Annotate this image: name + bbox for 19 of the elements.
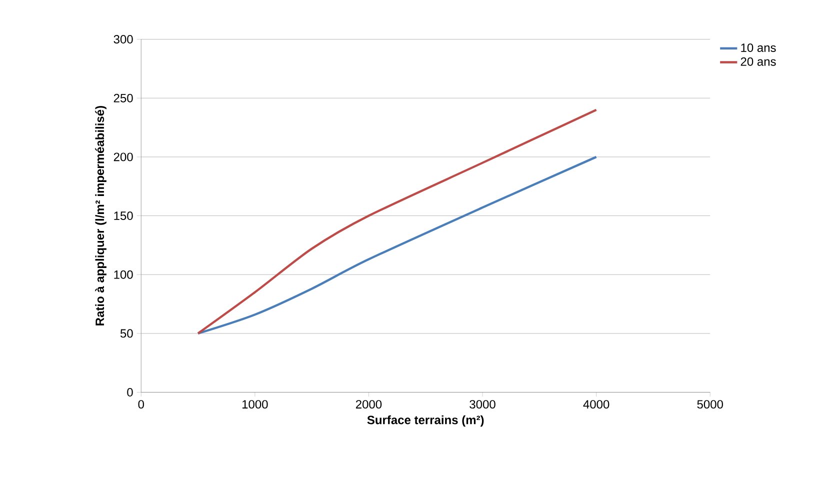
y-tick-label: 0 <box>127 388 133 397</box>
x-tick-label: 2000 <box>356 400 382 409</box>
y-tick-label: 250 <box>114 94 133 102</box>
line-series <box>196 156 598 335</box>
y-tick-label: 50 <box>120 329 133 338</box>
y-tick-label: 200 <box>114 152 133 162</box>
line-series <box>196 108 598 335</box>
x-tick-label: 4000 <box>583 400 610 409</box>
x-tick-label: 1000 <box>242 400 268 409</box>
x-tick-label: 0 <box>138 400 144 409</box>
y-tick-label: 150 <box>114 212 133 220</box>
y-tick-label: 100 <box>114 270 133 279</box>
x-axis-title: Surface terrains (m²) <box>367 415 484 427</box>
x-tick-label: 3000 <box>470 400 496 409</box>
x-tick-label: 5000 <box>697 400 723 409</box>
legend-label: 20 ans <box>740 57 776 66</box>
legend-label: 10 ans <box>741 43 776 52</box>
y-axis-title: Ratio à appliquer (l/m² imperméabilisé) <box>95 106 106 326</box>
y-tick-label: 300 <box>114 35 133 44</box>
